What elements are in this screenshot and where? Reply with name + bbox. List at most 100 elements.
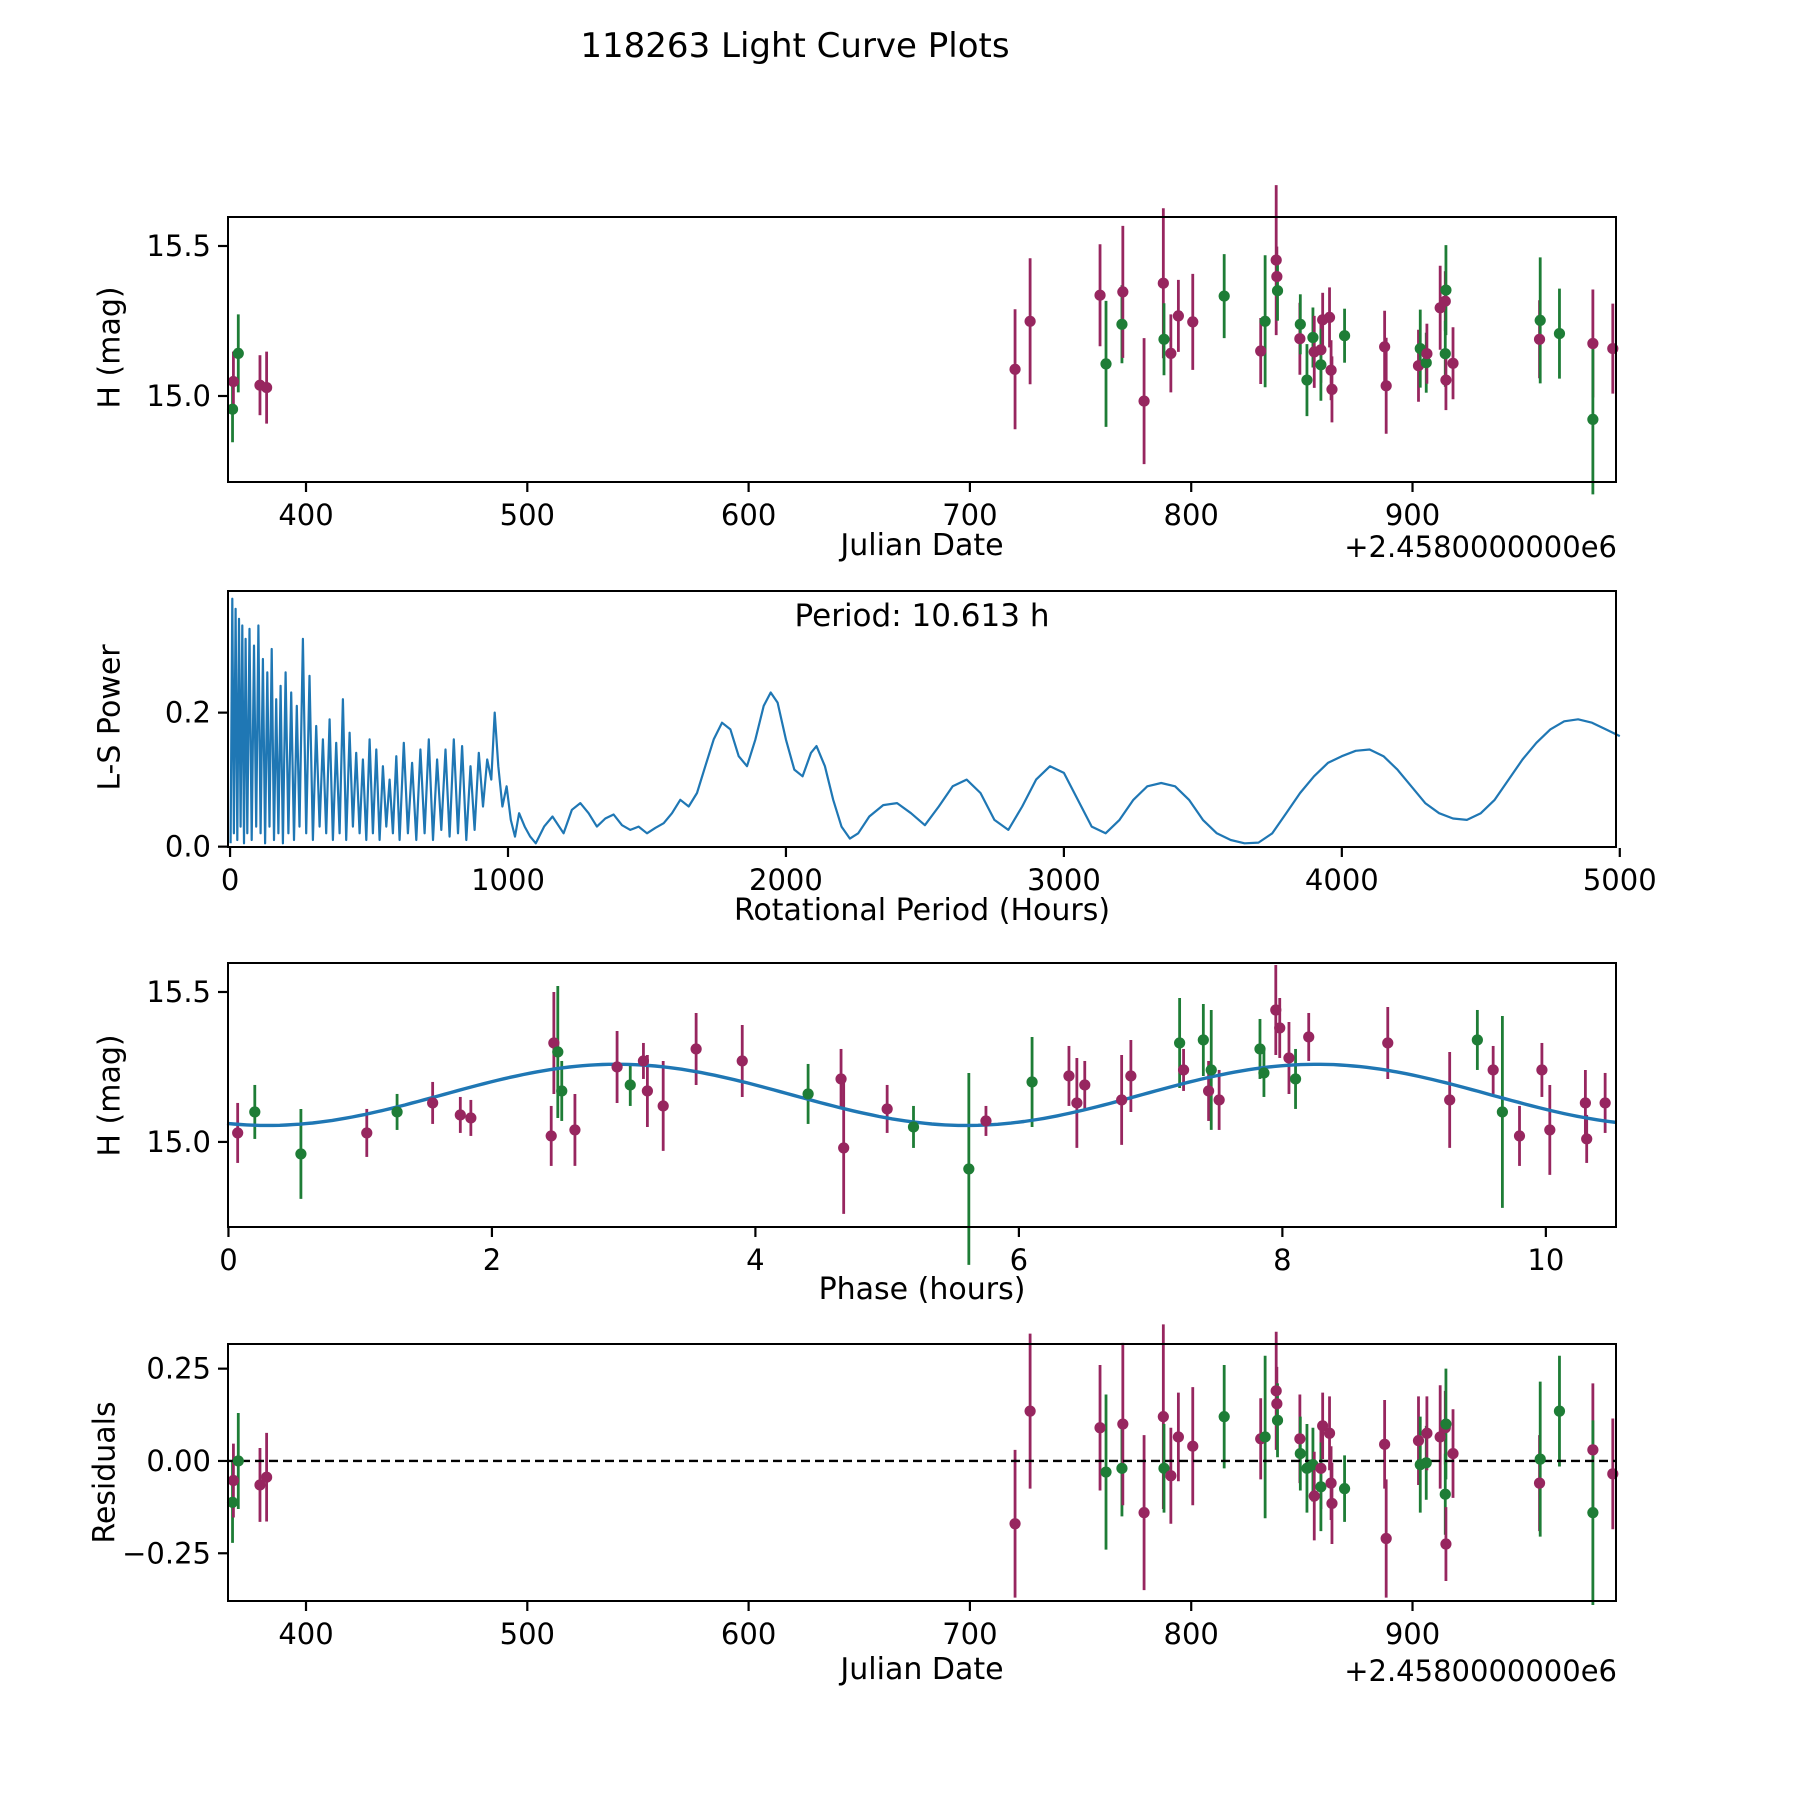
data-point (1024, 315, 1036, 327)
data-point (802, 1088, 814, 1100)
data-point (1071, 1097, 1083, 1109)
data-point (232, 1127, 244, 1139)
data-point (1259, 315, 1271, 327)
data-point (1026, 1076, 1038, 1088)
data-point (1079, 1079, 1091, 1091)
figure-title: 118263 Light Curve Plots (580, 26, 1010, 66)
residuals-plot: 400 500 600 700 800 900 −0.25 0.00 0.25 (122, 1324, 1619, 1651)
data-point (1100, 1466, 1112, 1478)
data-point (1471, 1034, 1483, 1046)
x-tick-label: 0 (221, 863, 239, 897)
data-point (1325, 364, 1337, 376)
data-point (980, 1115, 992, 1127)
data-point (232, 347, 244, 359)
data-point (1440, 1538, 1452, 1550)
x-tick-label: 4000 (1305, 863, 1379, 897)
x-tick-label: 500 (500, 1617, 555, 1651)
x-tick-label: 8 (1273, 1243, 1291, 1277)
data-point (1338, 330, 1351, 342)
data-point (1270, 254, 1282, 266)
data-point (1412, 1435, 1425, 1447)
data-point (226, 1496, 239, 1508)
data-point (1496, 1106, 1508, 1118)
y-tick-label: 15.5 (146, 975, 211, 1009)
x-tick-label: 6 (1010, 1243, 1028, 1277)
data-point (736, 1055, 748, 1067)
data-point (1283, 1052, 1295, 1064)
data-point (556, 1085, 568, 1097)
x-tick-label: 600 (721, 498, 776, 532)
y-tick-label: 0.2 (165, 696, 211, 730)
data-point (261, 1471, 273, 1483)
data-point (1294, 333, 1306, 345)
data-point (261, 382, 273, 394)
data-point (1325, 1477, 1337, 1489)
data-point (1440, 374, 1452, 386)
data-point (1308, 1490, 1320, 1502)
plot-border (227, 216, 1617, 483)
y-tick-label: −0.25 (122, 1536, 211, 1570)
x-tick-label: 1000 (471, 863, 545, 897)
data-point (641, 1085, 653, 1097)
data-point (1379, 341, 1391, 353)
data-point (545, 1130, 557, 1142)
data-point (1326, 383, 1338, 395)
data-point (1317, 1420, 1329, 1432)
data-point (1157, 1411, 1169, 1423)
data-point (1315, 344, 1327, 356)
phased-lightcurve-plot: 0 2 4 6 8 10 15.0 15.5 (146, 962, 1618, 1277)
data-point (907, 1121, 920, 1133)
data-point (1294, 1447, 1306, 1460)
data-point (1440, 1418, 1452, 1430)
data-point (1447, 357, 1459, 369)
data-point (1213, 1094, 1225, 1106)
data-point (881, 1103, 893, 1115)
data-point (1315, 1481, 1327, 1493)
data-point (391, 1106, 403, 1118)
data-point (1258, 1067, 1270, 1079)
x-tick-label: 400 (278, 1617, 333, 1651)
data-point (454, 1109, 466, 1121)
data-point (637, 1055, 650, 1067)
data-point (1421, 1427, 1433, 1439)
data-point (1009, 363, 1021, 375)
data-point (1117, 286, 1129, 298)
data-point (624, 1079, 636, 1091)
data-point (465, 1112, 477, 1124)
residuals-ylabel: Residuals (87, 1401, 123, 1544)
data-point (1063, 1070, 1075, 1082)
y-tick-label: 15.0 (146, 1125, 211, 1159)
data-point (1197, 1034, 1209, 1046)
data-point (1513, 1130, 1526, 1142)
data-point (548, 1037, 560, 1049)
data-point (1579, 1097, 1591, 1109)
x-tick-label: 600 (721, 1617, 776, 1651)
data-point (1587, 337, 1599, 350)
data-point (1420, 1457, 1432, 1469)
data-point (1158, 333, 1170, 345)
x-tick-label: 500 (500, 498, 555, 532)
x-tick-label: 400 (278, 498, 333, 532)
data-point (1271, 271, 1283, 283)
data-point (1100, 358, 1112, 370)
data-point (1587, 1444, 1599, 1456)
data-point (361, 1127, 373, 1139)
data-point (1294, 318, 1306, 330)
data-point (249, 1106, 261, 1118)
data-point (1254, 1043, 1266, 1055)
data-point (1421, 348, 1433, 360)
data-point (1544, 1124, 1556, 1136)
data-point (1158, 1462, 1170, 1474)
data-point (1534, 1453, 1546, 1465)
x-tick-label: 2 (483, 1243, 501, 1277)
data-point (1303, 1031, 1315, 1043)
data-point (1444, 1094, 1456, 1106)
phase-plot-area: 0 2 4 6 8 10 15.0 15.5 (146, 962, 1618, 1277)
data-point (1338, 1483, 1351, 1495)
data-point (1323, 1427, 1336, 1439)
x-tick-label: 900 (1385, 1617, 1440, 1651)
data-point (835, 1073, 847, 1085)
data-point (1382, 1037, 1394, 1049)
sinusoid-fit-curve (226, 1062, 1618, 1128)
